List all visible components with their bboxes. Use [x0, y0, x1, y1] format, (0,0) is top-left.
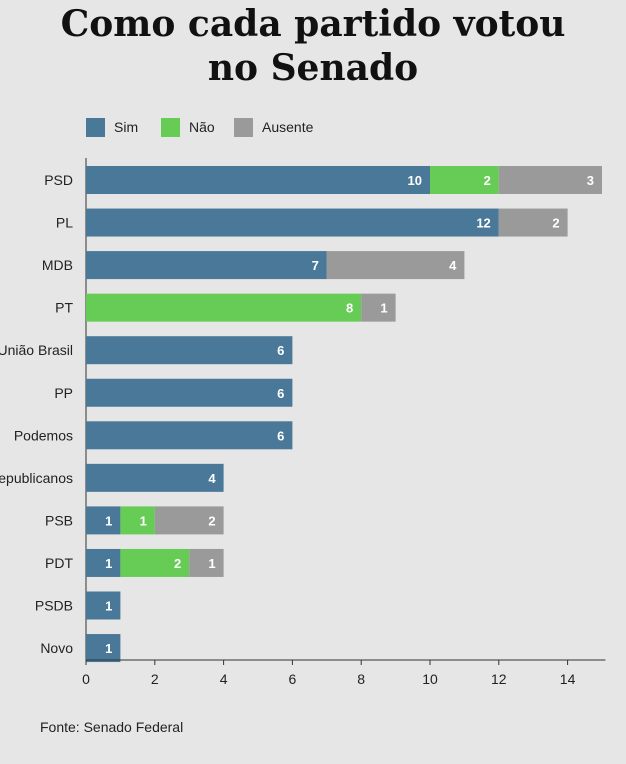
legend-swatch-ausente [234, 118, 253, 137]
bar-novo-sim [86, 634, 121, 663]
bar-mdb-sim [86, 251, 327, 280]
data-label-psb-ausente: 2 [208, 513, 215, 528]
data-label-mdb-ausente: 4 [449, 258, 457, 273]
category-label-uniao-brasil: União Brasil [0, 342, 73, 358]
chart-title-line-2: no Senado [207, 47, 419, 89]
chart-title-line-1: Como cada partido votou [60, 3, 566, 45]
bar-psb-nao [120, 506, 155, 535]
category-label-mdb: MDB [42, 257, 73, 273]
category-label-psd: PSD [44, 172, 73, 188]
data-label-pp-sim: 6 [277, 386, 284, 401]
bar-mdb-ausente [326, 251, 465, 280]
bar-pl-ausente [498, 208, 568, 237]
bar-republicanos-sim [86, 463, 224, 492]
data-label-uniao-brasil-sim: 6 [277, 343, 284, 358]
category-label-psdb: PSDB [35, 598, 73, 614]
source-note: Fonte: Senado Federal [40, 719, 184, 735]
chart-title: Como cada partido votou no Senado [0, 2, 626, 90]
data-label-psdb-sim: 1 [105, 599, 112, 614]
bar-pdt-sim [86, 548, 121, 577]
category-label-republicanos: Republicanos [0, 470, 73, 486]
data-label-psd-nao: 2 [484, 173, 491, 188]
category-label-pp: PP [54, 385, 73, 401]
x-tick-label-12: 12 [491, 671, 507, 687]
data-label-psd-ausente: 3 [587, 173, 594, 188]
data-label-psb-sim: 1 [105, 513, 112, 528]
bar-pdt-nao [120, 548, 190, 577]
data-label-pdt-ausente: 1 [208, 556, 215, 571]
x-tick-label-2: 2 [151, 671, 159, 687]
data-label-mdb-sim: 7 [312, 258, 319, 273]
data-label-psd-sim: 10 [408, 173, 422, 188]
legend-label-nao: Não [189, 119, 215, 135]
data-label-pdt-nao: 2 [174, 556, 181, 571]
bar-pt-nao [86, 293, 362, 322]
data-label-pl-ausente: 2 [552, 216, 559, 231]
category-label-podemos: Podemos [14, 427, 73, 443]
data-label-psb-nao: 1 [140, 513, 147, 528]
x-tick-label-6: 6 [289, 671, 297, 687]
bar-pt-ausente [361, 293, 396, 322]
category-label-novo: Novo [40, 640, 73, 656]
data-label-pl-sim: 12 [476, 216, 490, 231]
x-tick-label-10: 10 [422, 671, 438, 687]
category-label-pt: PT [55, 300, 73, 316]
legend-swatch-sim [86, 118, 105, 137]
legend-label-sim: Sim [114, 119, 138, 135]
bar-psd-sim [86, 166, 430, 194]
legend-swatch-nao [161, 118, 180, 137]
data-label-novo-sim: 1 [105, 641, 112, 656]
x-tick-label-8: 8 [357, 671, 365, 687]
bar-pdt-ausente [189, 548, 224, 577]
bar-psd-ausente [498, 166, 602, 194]
bar-psb-ausente [154, 506, 224, 535]
bar-pl-sim [86, 208, 499, 237]
legend-label-ausente: Ausente [262, 119, 314, 135]
data-label-pt-nao: 8 [346, 301, 353, 316]
category-label-pdt: PDT [45, 555, 73, 571]
bar-psdb-sim [86, 591, 121, 620]
x-tick-label-0: 0 [82, 671, 90, 687]
bar-uniao-brasil-sim [86, 336, 293, 365]
bar-podemos-sim [86, 421, 293, 450]
data-label-podemos-sim: 6 [277, 428, 284, 443]
category-label-pl: PL [56, 215, 73, 231]
x-tick-label-4: 4 [220, 671, 228, 687]
data-label-pt-ausente: 1 [380, 301, 387, 316]
bar-psd-nao [430, 166, 499, 194]
bar-psb-sim [86, 506, 121, 535]
x-tick-label-14: 14 [560, 671, 576, 687]
bar-pp-sim [86, 378, 293, 407]
category-label-psb: PSB [45, 512, 73, 528]
data-label-pdt-sim: 1 [105, 556, 112, 571]
data-label-republicanos-sim: 4 [208, 471, 216, 486]
